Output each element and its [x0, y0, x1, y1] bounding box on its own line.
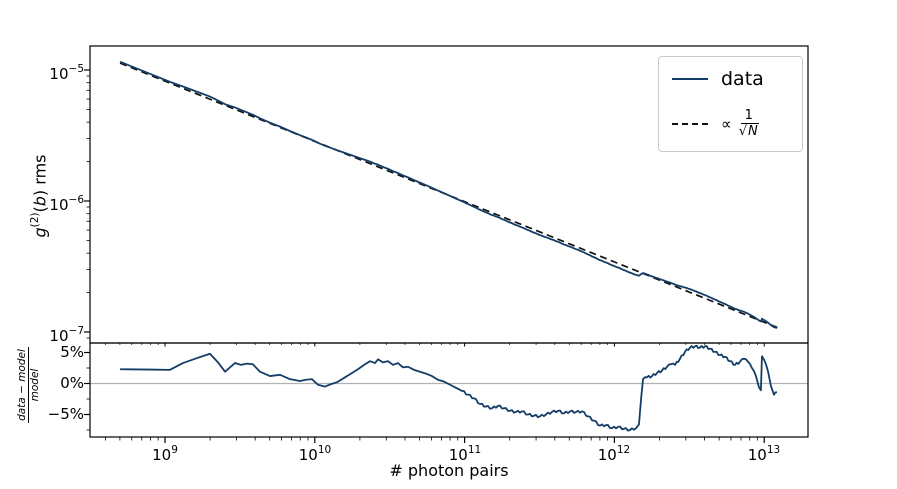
- ytick-neg5pct: −5%: [47, 405, 84, 423]
- y-axis-label-residual: data − model model: [16, 347, 42, 423]
- legend-item-model: ∝ 1 √N: [659, 108, 802, 140]
- ytick-1e-7: 10−7: [49, 325, 84, 345]
- ytick-1e-5: 10−5: [49, 63, 84, 83]
- xtick-1e11: 1011: [448, 444, 482, 464]
- xtick-1e10: 1010: [298, 444, 332, 464]
- legend-data-line-sample: [672, 78, 708, 81]
- xtick-1e13: 1013: [747, 444, 781, 464]
- model-line: [119, 62, 778, 329]
- legend-item-data: data: [659, 68, 802, 90]
- residual-panel-spines: [89, 342, 809, 438]
- legend-data-label: data: [721, 68, 764, 91]
- x-axis-label: # photon pairs: [389, 461, 509, 480]
- xtick-1e12: 1012: [597, 444, 631, 464]
- propto-symbol: ∝: [721, 115, 732, 134]
- ytick-5pct: 5%: [60, 343, 84, 361]
- y-axis-label-main: g(2)(b) rms: [29, 154, 50, 238]
- residual-line: [120, 344, 778, 432]
- legend-model-line-sample: [672, 123, 708, 126]
- legend: data ∝ 1 √N: [658, 56, 803, 152]
- ytick-0pct: 0%: [60, 374, 84, 392]
- data-line: [119, 60, 778, 329]
- ytick-1e-6: 10−6: [49, 194, 84, 214]
- legend-model-label: ∝ 1 √N: [721, 108, 759, 140]
- one-over-sqrtN-fraction: 1 √N: [738, 108, 759, 140]
- xtick-1e9: 109: [152, 444, 178, 464]
